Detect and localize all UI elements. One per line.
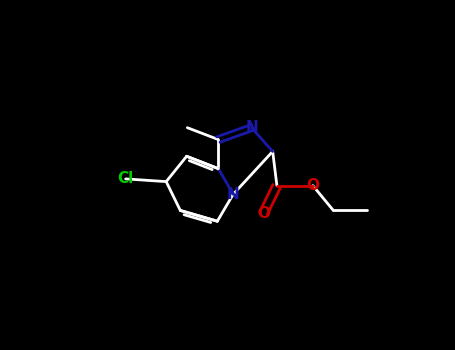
Text: O: O [306,178,319,193]
Text: Cl: Cl [117,172,134,187]
Text: N: N [227,187,240,202]
Text: N: N [245,120,258,135]
Text: O: O [257,206,270,220]
